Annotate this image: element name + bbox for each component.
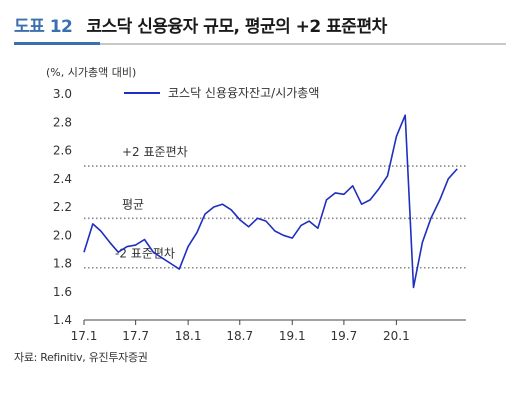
x-tick-label: 17.7 [122,329,149,343]
legend-label: 코스닥 신용융자잔고/시가총액 [168,86,319,100]
series-line [83,114,458,289]
x-axis: 17.1 17.7 18.1 18.7 19.1 19.7 20.1 [71,319,466,343]
x-tick-label: 20.1 [383,329,410,343]
x-tick-label: 18.7 [226,329,253,343]
y-axis-unit-label: (%, 시가총액 대비) [46,66,137,79]
series-layer [83,114,458,289]
figure-title: 코스닥 신용융자 규모, 평균의 +2 표준편차 [86,17,387,37]
header-divider [14,43,506,45]
reference-line-label: +2 표준편차 [122,145,188,159]
y-tick-label: 2.0 [53,228,72,242]
y-tick-label: 1.4 [53,313,72,327]
y-tick-label: 3.0 [53,87,72,101]
y-tick-label: 1.6 [53,285,72,299]
figure-number: 도표 12 [14,17,73,37]
y-tick-label: 2.4 [53,172,72,186]
legend: 코스닥 신용융자잔고/시가총액 [124,86,319,100]
reference-line-label: 평균 [122,197,144,211]
y-tick-label: 2.6 [53,144,72,158]
y-axis: 1.4 1.6 1.8 2.0 2.2 2.4 2.6 2.8 3.0 [53,87,72,327]
source-note: 자료: Refinitiv, 유진투자증권 [14,351,148,364]
x-tick-label: 18.1 [175,329,202,343]
y-tick-label: 2.8 [53,115,72,129]
x-tick-label: 19.7 [331,329,358,343]
y-tick-label: 2.2 [53,200,72,214]
x-tick-label: 19.1 [279,329,306,343]
header-divider-accent [14,42,100,45]
figure-header: 도표 12 코스닥 신용융자 규모, 평균의 +2 표준편차 [14,12,387,37]
x-tick-label: 17.1 [71,329,98,343]
y-tick-label: 1.8 [53,257,72,271]
